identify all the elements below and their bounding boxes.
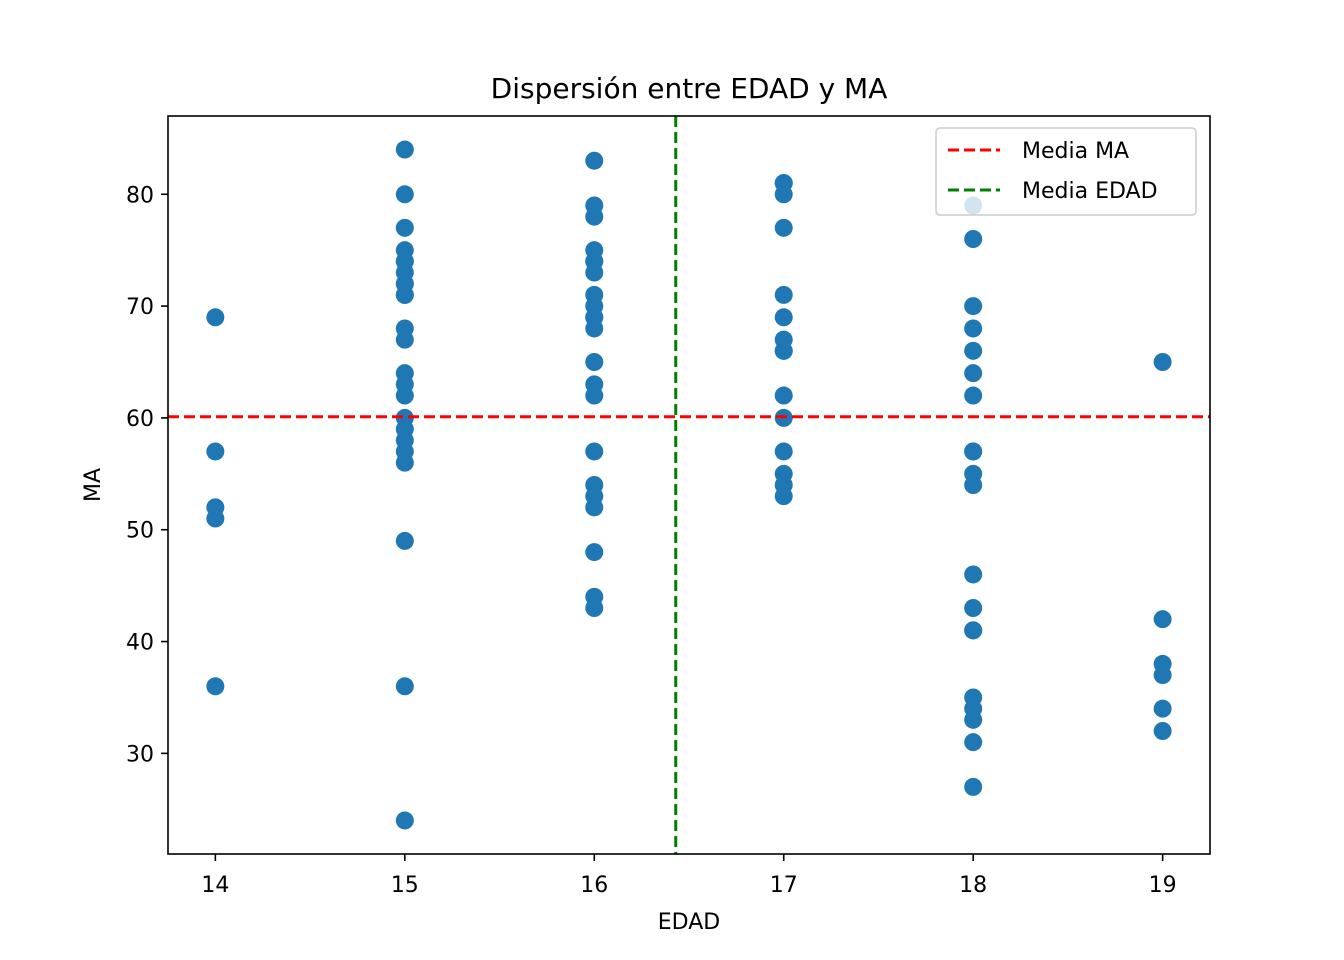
data-point: [585, 386, 604, 405]
data-point: [395, 531, 414, 550]
y-axis-label: MA: [81, 468, 106, 502]
chart-title: Dispersión entre EDAD y MA: [491, 72, 888, 105]
data-point: [395, 140, 414, 159]
data-point: [395, 453, 414, 472]
data-point: [964, 476, 983, 494]
data-point: [1153, 610, 1172, 629]
data-point: [964, 386, 983, 405]
data-point: [206, 308, 225, 327]
data-point: [206, 677, 225, 696]
data-point: [774, 285, 793, 304]
y-tick-label: 30: [126, 742, 154, 767]
data-point: [964, 565, 983, 584]
data-point: [395, 330, 414, 349]
data-point: [964, 341, 983, 360]
points-layer: [206, 140, 1172, 830]
data-point: [774, 341, 793, 360]
data-point: [395, 252, 414, 271]
data-point: [774, 386, 793, 405]
data-point: [1153, 722, 1172, 740]
legend-label-media-ma: Media MA: [1022, 139, 1129, 164]
data-point: [585, 599, 604, 617]
data-point: [585, 353, 604, 371]
x-tick-label: 14: [201, 873, 229, 898]
data-point: [1153, 699, 1172, 718]
plot-frame: [167, 115, 1211, 855]
x-tick-label: 18: [959, 873, 987, 898]
data-point: [585, 252, 604, 271]
data-point: [395, 811, 414, 830]
data-point: [206, 509, 225, 528]
x-axis-ticks: 14 15 16 17 18 19: [201, 854, 1177, 898]
data-point: [395, 185, 414, 204]
x-tick-label: 17: [770, 873, 798, 898]
legend-box: [935, 127, 1197, 216]
x-axis-label: EDAD: [658, 910, 720, 935]
data-point: [964, 710, 983, 729]
y-tick-label: 60: [126, 407, 154, 432]
y-tick-label: 70: [126, 295, 154, 320]
y-tick-label: 40: [126, 631, 154, 656]
data-point: [395, 386, 414, 405]
data-point: [964, 777, 983, 796]
y-tick-label: 50: [126, 519, 154, 544]
data-point: [964, 297, 983, 316]
data-point: [964, 230, 983, 248]
data-point: [964, 442, 983, 461]
data-point: [774, 218, 793, 237]
data-point: [395, 677, 414, 696]
y-tick-label: 80: [126, 183, 154, 208]
data-point: [1153, 666, 1172, 685]
legend-label-media-edad: Media EDAD: [1022, 179, 1158, 204]
data-point: [585, 151, 604, 170]
data-point: [964, 319, 983, 338]
data-point: [585, 498, 604, 517]
data-point: [206, 442, 225, 461]
data-point: [774, 174, 793, 193]
x-tick-label: 19: [1149, 873, 1177, 898]
data-point: [585, 207, 604, 226]
data-point: [964, 599, 983, 617]
data-point: [395, 285, 414, 304]
data-point: [774, 308, 793, 327]
data-point: [585, 442, 604, 461]
data-point: [1153, 353, 1172, 371]
x-tick-label: 15: [391, 873, 419, 898]
legend: Media MA Media EDAD: [935, 127, 1197, 216]
data-point: [774, 487, 793, 506]
data-point: [964, 621, 983, 640]
x-tick-label: 16: [580, 873, 608, 898]
reference-lines-layer: [168, 116, 1210, 854]
data-point: [585, 543, 604, 562]
y-axis-ticks: 30 40 50 60 70 80: [126, 183, 168, 767]
data-point: [395, 218, 414, 237]
data-point: [964, 733, 983, 752]
data-point: [774, 442, 793, 461]
data-point: [585, 308, 604, 327]
data-point: [964, 364, 983, 383]
